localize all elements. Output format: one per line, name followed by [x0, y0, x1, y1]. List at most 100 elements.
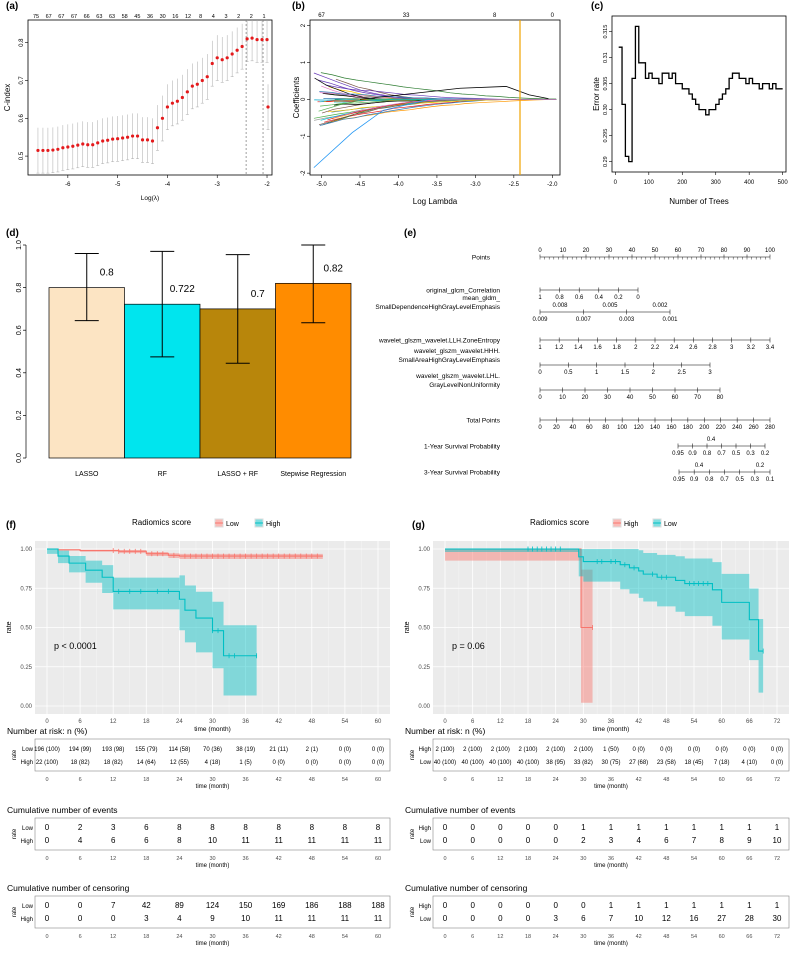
table-cell: 8 — [210, 823, 215, 832]
y-tick-label: 0.8 — [16, 283, 23, 293]
tick-label: 1.4 — [574, 345, 583, 351]
table-x-tick: 30 — [580, 856, 586, 862]
table-cell: 1 — [636, 823, 641, 832]
table-x-tick: 48 — [309, 934, 315, 940]
legend-title: Radiomics score — [132, 518, 192, 527]
table-x-tick: 42 — [276, 777, 282, 783]
table-axis-label: rate — [12, 749, 18, 760]
tick-label: 30 — [606, 248, 613, 254]
data-point — [190, 84, 194, 88]
table-x-tick: 18 — [143, 777, 149, 783]
table-x-label: time (month) — [196, 784, 230, 790]
y-tick-label: 0.50 — [418, 626, 430, 632]
tick-label: 50 — [652, 248, 659, 254]
table-x-tick: 12 — [497, 777, 503, 783]
coefficient-path — [359, 86, 549, 100]
table-cell: 10 — [241, 914, 250, 923]
tick-label: 0.8 — [705, 477, 714, 483]
x-tick-label: 300 — [711, 180, 722, 186]
table-x-tick: 48 — [663, 934, 669, 940]
x-tick-label: -4.0 — [393, 182, 404, 188]
y-tick-label: 0.75 — [418, 586, 430, 592]
y-tick-label: 1 — [301, 60, 307, 64]
data-point — [116, 137, 120, 141]
table-x-tick: 12 — [497, 934, 503, 940]
panel-label-g: (g) — [412, 520, 425, 531]
x-tick-label: 54 — [691, 719, 698, 725]
table-x-tick: 54 — [342, 856, 348, 862]
y-tick-label: 1.0 — [16, 240, 23, 250]
table-cell: 188 — [371, 901, 385, 910]
table-cell: 186 — [305, 901, 319, 910]
table-cell: 4 — [78, 836, 83, 845]
top-tick-label: 58 — [122, 14, 128, 20]
tick-label: 3.2 — [747, 345, 756, 351]
row-label: 1-Year Survival Probability — [424, 444, 501, 451]
tick-label: 0.1 — [766, 477, 775, 483]
table-axis-label: rate — [410, 828, 416, 839]
x-tick-label: 42 — [635, 719, 642, 725]
data-point — [260, 38, 264, 42]
table-title: Cumulative number of censoring — [7, 883, 130, 893]
table-cell: 21 (11) — [269, 747, 288, 753]
tick-label: 0 — [538, 248, 542, 254]
confidence-band — [445, 549, 764, 693]
data-point — [200, 78, 204, 83]
x-axis-label: Log(λ) — [141, 195, 159, 202]
table-cell: 4 (10) — [741, 760, 757, 766]
row-label: wavelet_glszm_wavelet.LLH.ZoneEntropy — [378, 338, 501, 345]
table-cell: 8 — [177, 836, 182, 845]
table-cell: 11 — [241, 836, 250, 845]
table-cell: 1 — [719, 823, 724, 832]
table-cell: 0 — [581, 901, 586, 910]
table-x-tick: 54 — [342, 777, 348, 783]
data-label: 0.722 — [170, 284, 195, 295]
table-x-tick: 36 — [608, 934, 614, 940]
table-x-tick: 6 — [79, 777, 82, 783]
table-axis-label: rate — [410, 749, 416, 760]
table-x-tick: 60 — [719, 856, 725, 862]
tick-label: 160 — [666, 425, 677, 431]
top-tick-label: 36 — [147, 14, 153, 20]
tick-label: 0 — [538, 370, 542, 376]
plot-frame — [27, 19, 273, 176]
table-cell: 0 (0) — [273, 760, 285, 766]
category-label: LASSO — [75, 471, 99, 478]
tick-label: 1 — [595, 370, 599, 376]
table-cell: 6 — [111, 836, 116, 845]
data-point — [140, 138, 145, 142]
table-cell: 18 (82) — [104, 760, 123, 766]
table-cell: 2 (100) — [574, 747, 593, 753]
row-label: wavelet_glszm_wavelet.HHH. — [413, 348, 500, 355]
y-tick-label: 0.25 — [418, 665, 430, 671]
table-cell: 18 (82) — [71, 760, 90, 766]
x-tick-label: -3.5 — [432, 182, 443, 188]
x-tick-label: 30 — [209, 719, 216, 725]
data-point — [150, 139, 155, 143]
table-x-tick: 12 — [110, 934, 116, 940]
table-x-tick: 60 — [719, 934, 725, 940]
table-cell: 11 — [308, 914, 317, 923]
tick-label: 260 — [749, 425, 760, 431]
x-tick-label: 200 — [677, 180, 688, 186]
table-cell: 2 — [78, 823, 83, 832]
data-point — [36, 148, 40, 153]
table-x-tick: 6 — [471, 777, 474, 783]
y-tick-label: -1 — [301, 133, 307, 139]
table-cell: 0 — [498, 836, 503, 845]
y-axis-label: Error rate — [592, 77, 601, 111]
table-cell: 2 (1) — [306, 747, 318, 753]
table-cell: 0 (0) — [306, 760, 318, 766]
table-cell: 6 — [144, 823, 149, 832]
tick-label: 0.9 — [690, 477, 699, 483]
x-tick-label: 12 — [497, 719, 504, 725]
table-cell: 7 — [692, 836, 697, 845]
table-x-tick: 0 — [45, 777, 48, 783]
row-label: original_glcm_Correlation — [426, 288, 500, 295]
tick-label: 0.5 — [735, 477, 744, 483]
table-x-label: time (month) — [196, 941, 230, 947]
table-cell: 3 — [553, 914, 558, 923]
table-cell: 10 — [773, 836, 782, 845]
data-point — [71, 144, 75, 148]
table-cell: 0 — [553, 823, 558, 832]
